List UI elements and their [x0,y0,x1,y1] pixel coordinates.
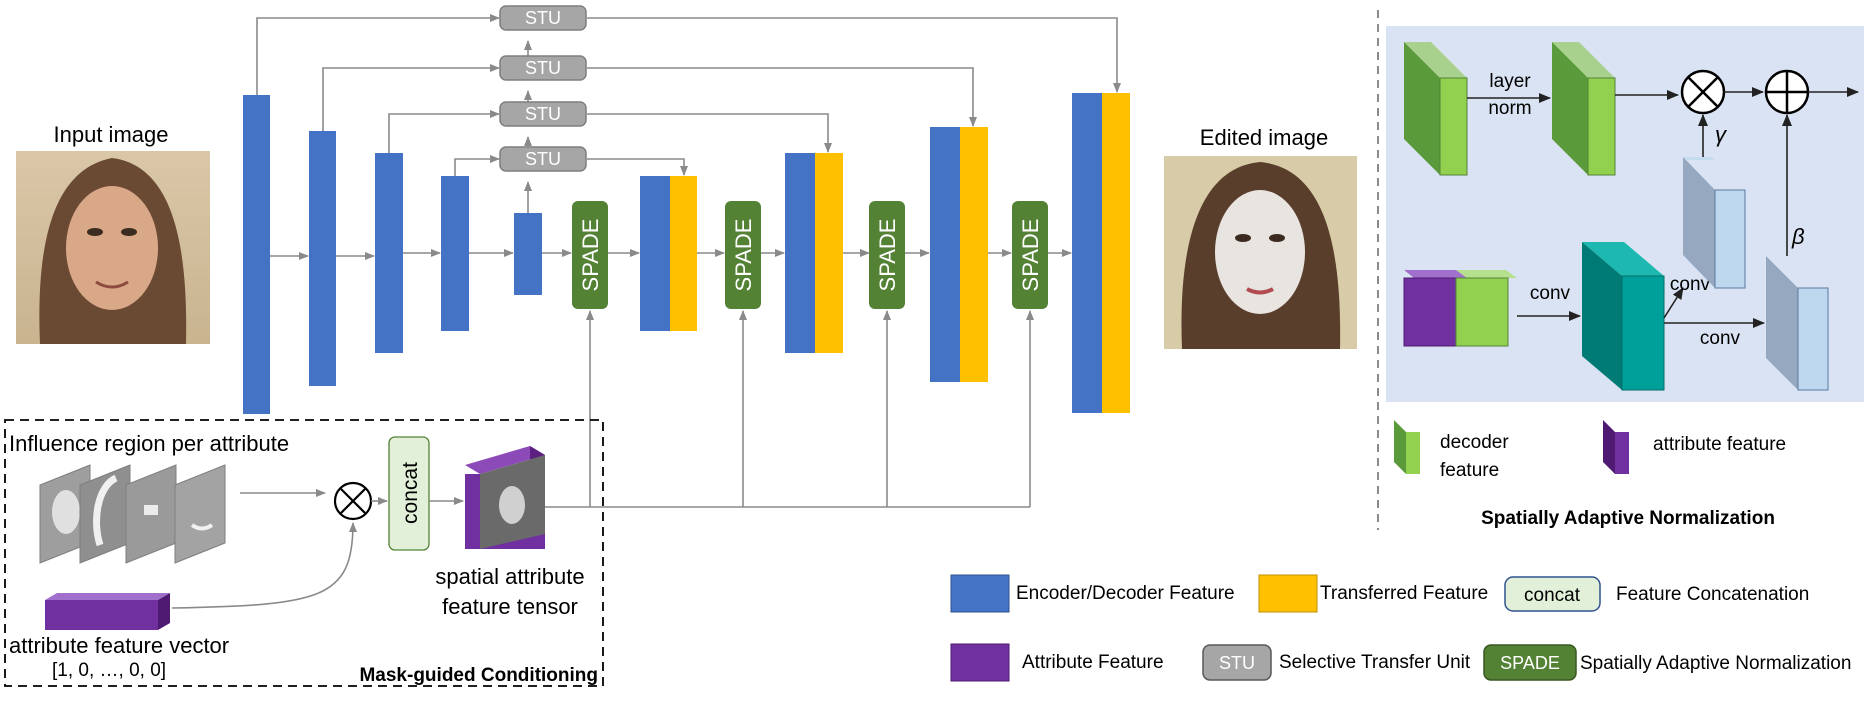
legend-stu-desc: Selective Transfer Unit [1279,652,1471,673]
stu-block-2: STU [499,55,587,81]
encoder-feature-1 [243,95,270,414]
spade-block-1: SPADE [572,201,608,309]
decoder-feature-1 [640,176,670,331]
svg-text:STU: STU [525,58,561,78]
legend-attribute-label: attribute feature [1653,434,1786,455]
stu-block-1: STU [499,5,587,31]
spatial-tensor-label-2: feature tensor [442,594,578,619]
legend-attribute-swatch [950,643,1010,682]
legend-spade-swatch [1483,644,1577,681]
legend-decoder-feature-icon [1394,420,1420,474]
span-title: Spatially Adaptive Normalization [1481,508,1775,529]
decoder-feature-4 [1072,93,1102,413]
span-decoder-feature-in [1404,42,1468,176]
decoder-feature-2 [785,153,815,353]
influence-region-label: Influence region per attribute [9,431,289,456]
multiply-op [333,481,373,521]
influence-masks [39,464,226,564]
encoder-feature-2 [309,131,336,386]
concat-block: concat [388,436,430,551]
legend-concat-swatch [1504,576,1601,612]
legend-spade-box-label: SPADE [1500,653,1560,673]
legend-stu-swatch [1202,644,1272,681]
spade-block-2: SPADE [725,201,761,309]
conv-label-3: conv [1700,328,1741,349]
beta-label: β [1791,224,1805,249]
span-normalized-feature [1552,42,1616,176]
layer-norm-label-2: norm [1488,98,1531,119]
legend-transferred-swatch [1258,574,1318,613]
legend-encoder-swatch [950,574,1010,613]
svg-text:SPADE: SPADE [1018,219,1043,292]
span-beta-feature [1766,256,1829,391]
span-multiply-op [1680,69,1726,115]
legend-transferred-label: Transferred Feature [1320,583,1488,604]
legend-encoder-label: Encoder/Decoder Feature [1016,583,1235,604]
legend-stu-box-label: STU [1219,653,1255,673]
conv-label-1: conv [1530,283,1571,304]
legend-attribute-desc: Attribute Feature [1022,652,1164,673]
decoder-feature-3 [930,127,960,382]
spatial-attribute-tensor [465,446,545,549]
legend-decoder-label-2: feature [1440,460,1499,481]
legend-concat-box-label: concat [1524,585,1581,606]
conv-label-2: conv [1670,274,1711,295]
transferred-feature-4 [1102,93,1130,413]
svg-text:STU: STU [525,8,561,28]
span-attribute-input [1403,270,1517,347]
svg-text:concat: concat [399,462,422,524]
legend-decoder-label-1: decoder [1440,432,1509,453]
encoder-feature-3 [375,153,403,353]
svg-text:STU: STU [525,149,561,169]
legend: Encoder/Decoder Feature Transferred Feat… [950,574,1851,682]
span-gamma-feature [1683,157,1746,289]
svg-text:STU: STU [525,104,561,124]
span-shared-feature [1582,242,1665,391]
span-add-op [1764,69,1810,115]
spade-block-4: SPADE [1012,201,1048,309]
input-image-label: Input image [54,122,169,147]
layer-norm-label-1: layer [1489,71,1531,92]
attribute-vector [45,593,170,630]
legend-attribute-feature-icon [1603,420,1629,474]
legend-spade-desc: Spatially Adaptive Normalization [1580,653,1851,674]
svg-text:SPADE: SPADE [875,219,900,292]
stu-block-3: STU [499,101,587,127]
encoder [243,95,542,414]
transferred-feature-3 [960,127,988,382]
attr-vector-value: [1, 0, …, 0, 0] [52,660,166,681]
mask-guided-title: Mask-guided Conditioning [359,665,598,686]
spatial-tensor-label-1: spatial attribute [435,564,584,589]
edited-image-label: Edited image [1200,125,1328,150]
stu-block-4: STU [499,146,587,172]
bottleneck-feature [514,213,542,295]
transferred-feature-2 [815,153,843,353]
gamma-label: γ [1715,122,1728,147]
conditioning-arrows [545,310,1034,508]
decoder [640,93,1130,413]
edited-image [1164,156,1357,349]
spade-block-3: SPADE [869,201,905,309]
svg-text:SPADE: SPADE [578,219,603,292]
skip-connections [256,14,1121,213]
encoder-feature-4 [441,176,469,331]
transferred-feature-1 [670,176,697,331]
input-image [16,151,210,344]
mask-guided-conditioning-panel [4,419,604,687]
svg-text:SPADE: SPADE [731,219,756,292]
legend-concat-desc: Feature Concatenation [1616,584,1809,605]
attr-vector-label: attribute feature vector [9,633,229,658]
